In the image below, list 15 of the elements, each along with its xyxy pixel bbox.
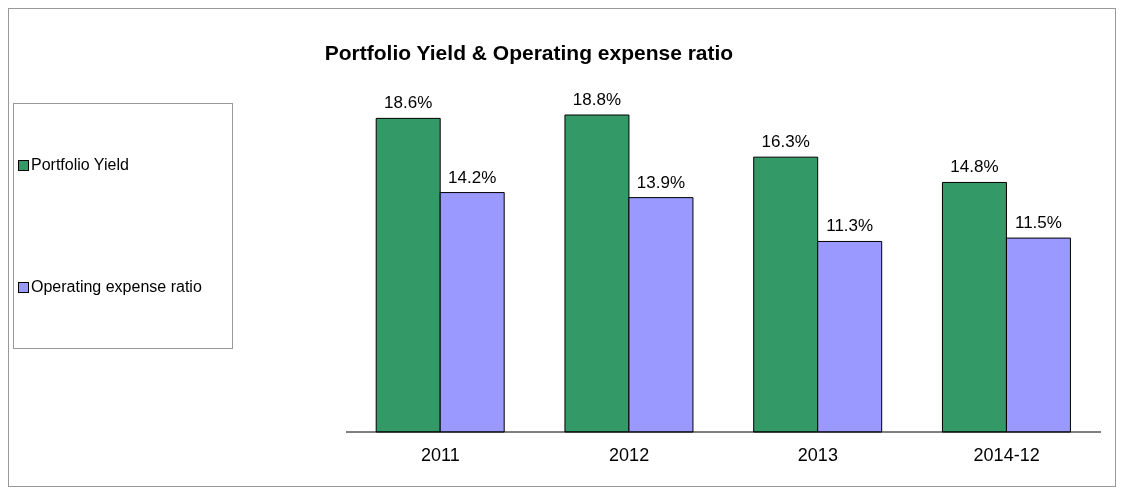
data-label: 11.5% xyxy=(1014,213,1062,233)
data-label: 14.2% xyxy=(448,167,497,187)
data-label: 18.8% xyxy=(572,90,622,109)
legend-label: Portfolio Yield xyxy=(31,156,129,174)
x-tick-label: 2013 xyxy=(797,444,838,465)
x-tick-label: 2012 xyxy=(609,444,650,465)
x-tick-label: 2011 xyxy=(421,444,460,465)
data-label: 14.8% xyxy=(950,157,999,177)
data-label: 18.6% xyxy=(384,93,433,113)
data-label: 11.3% xyxy=(826,216,874,236)
legend-label: Operating expense ratio xyxy=(31,278,202,296)
data-label: 16.3% xyxy=(761,132,810,152)
x-tick-label: 2014-12 xyxy=(973,444,1040,465)
chart-title: Portfolio Yield & Operating expense ratio xyxy=(323,41,735,65)
data-label: 13.9% xyxy=(636,172,686,192)
